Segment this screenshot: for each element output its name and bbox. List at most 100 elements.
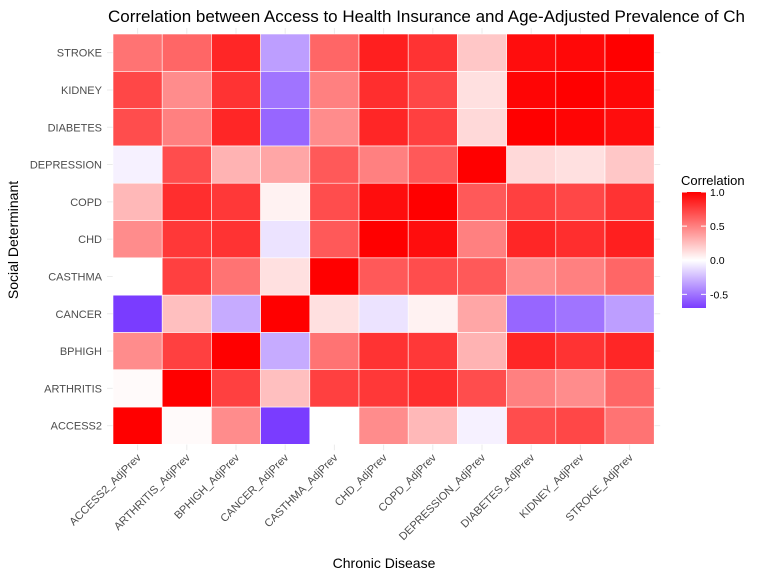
heatmap-cell [309, 257, 360, 296]
y-tick-label: CHD [78, 234, 102, 246]
heatmap-cell [161, 33, 212, 72]
heatmap-cell [211, 257, 261, 296]
legend-tick-label: 0.5 [710, 221, 725, 233]
heatmap-cell [260, 257, 311, 296]
x-tick-labels: ACCESS2_AdjPrevARTHRITIS_AdjPrevBPHIGH_A… [67, 452, 636, 543]
heatmap-cell [112, 108, 163, 147]
heatmap-cell [358, 108, 409, 147]
heatmap-cell [112, 71, 163, 109]
heatmap-cell [604, 369, 655, 408]
heatmap-cell [112, 369, 163, 408]
heatmap-cell [358, 220, 409, 259]
heatmap-cell [555, 406, 606, 445]
heatmap-cell [309, 220, 360, 259]
heatmap-cell [407, 406, 458, 445]
heatmap-cell [506, 71, 557, 109]
y-tick-label: KIDNEY [61, 85, 103, 97]
heatmap-cell [260, 182, 311, 221]
heatmap-cell [161, 294, 212, 333]
heatmap-cell [211, 145, 261, 184]
y-axis-title: Social Determinant [5, 181, 21, 299]
y-tick-label: ACCESS2 [51, 421, 102, 433]
heatmap-cell [211, 294, 261, 333]
heatmap-cell [604, 182, 655, 221]
heatmap-cell [112, 294, 163, 333]
heatmap-cell [457, 294, 507, 333]
heatmap-cell [604, 108, 655, 147]
y-tick-labels: ACCESS2 ARTHRITIS BPHIGH CANCER CASTHMA CHD CO… [30, 48, 103, 433]
y-tick-label: BPHIGH [60, 346, 102, 358]
heatmap-cell [407, 332, 458, 370]
heatmap-cell [555, 182, 606, 221]
y-tick-label: CANCER [56, 309, 103, 321]
heatmap-cell [112, 406, 163, 445]
heatmap-cell [161, 369, 212, 408]
heatmap-cell [161, 71, 212, 109]
heatmap-cell [358, 71, 409, 109]
heatmap-cell [161, 257, 212, 296]
legend-tick-label: -0.5 [710, 289, 728, 301]
heatmap-cell [457, 332, 507, 370]
heatmap-cell [555, 71, 606, 109]
chart-title: Correlation between Access to Health Ins… [108, 7, 745, 26]
heatmap-cell [555, 332, 606, 370]
heatmap-cell [309, 108, 360, 147]
heatmap-cell [358, 145, 409, 184]
heatmap-cell [260, 33, 311, 72]
heatmap-cell [309, 145, 360, 184]
heatmap-cell [506, 257, 557, 296]
heatmap-cell [604, 71, 655, 109]
heatmap-cell [211, 332, 261, 370]
heatmap-cell [161, 332, 212, 370]
y-tick-label: COPD [70, 197, 102, 209]
heatmap-cell [211, 108, 261, 147]
heatmap-cell [457, 220, 507, 259]
heatmap-cell [506, 182, 557, 221]
heatmap-cell [506, 406, 557, 445]
heatmap-cell [358, 294, 409, 333]
y-tick-label: STROKE [57, 48, 102, 60]
heatmap-cell [555, 145, 606, 184]
heatmap-cell [161, 220, 212, 259]
color-legend: Correlation 1.0 0.5 0.0 -0.5 [681, 173, 745, 308]
heatmap-cell [506, 145, 557, 184]
heatmap-cell [457, 145, 507, 184]
heatmap-cell [604, 257, 655, 296]
heatmap-cell [112, 220, 163, 259]
heatmap-cell [309, 369, 360, 408]
heatmap-cell [457, 108, 507, 147]
heatmap-cell [112, 332, 163, 370]
heatmap-cell [112, 257, 163, 296]
heatmap-cell [457, 406, 507, 445]
heatmap-cell [604, 294, 655, 333]
heatmap-cell [555, 220, 606, 259]
heatmap-cell [604, 220, 655, 259]
heatmap-cell [161, 406, 212, 445]
heatmap-cell [358, 182, 409, 221]
heatmap-cell [506, 33, 557, 72]
heatmap-cell [555, 294, 606, 333]
heatmap-cell [407, 294, 458, 333]
heatmap-cell [211, 33, 261, 72]
heatmap-cell [161, 108, 212, 147]
heatmap-cell [407, 71, 458, 109]
heatmap-cell [309, 294, 360, 333]
heatmap-cell [457, 33, 507, 72]
heatmap-cell [211, 182, 261, 221]
y-tick-label: CASTHMA [48, 271, 102, 283]
y-tick-label: ARTHRITIS [44, 383, 102, 395]
heatmap-cell [407, 257, 458, 296]
legend-tick-label: 1.0 [710, 187, 725, 199]
heatmap-cell [555, 257, 606, 296]
heatmap-cell [407, 182, 458, 221]
heatmap-cell [112, 182, 163, 221]
heatmap-cell [260, 145, 311, 184]
heatmap-cell [260, 71, 311, 109]
heatmap-cell [260, 406, 311, 445]
heatmap-cell [604, 406, 655, 445]
heatmap-cell [358, 257, 409, 296]
heatmap-cell [358, 406, 409, 445]
heatmap-cell [211, 369, 261, 408]
heatmap-cell [457, 369, 507, 408]
heatmap-cell [407, 220, 458, 259]
